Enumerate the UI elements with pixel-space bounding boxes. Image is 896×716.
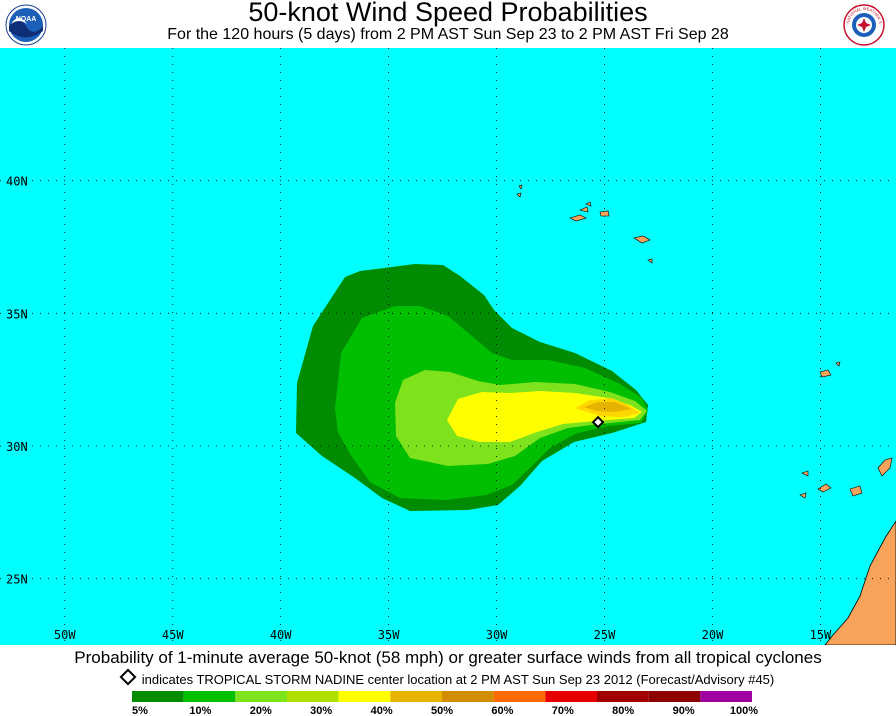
legend-label: 70%	[552, 705, 574, 716]
latitude-label: 35N	[6, 307, 28, 321]
probability-legend: 5% 10% 20% 30% 40% 50% 60% 70% 80% 90% 100%	[132, 691, 758, 716]
legend-label: 5%	[132, 705, 148, 716]
longitude-label: 15W	[810, 628, 832, 642]
canary-island	[801, 470, 809, 477]
legend-swatch	[700, 691, 752, 702]
legend-swatch	[132, 691, 184, 702]
canary-island	[849, 485, 863, 497]
azores-island	[579, 206, 589, 213]
legend-swatch	[648, 691, 701, 702]
storm-diamond-icon	[119, 668, 137, 686]
canary-island	[799, 492, 807, 499]
canary-island	[877, 457, 893, 477]
probability-contours	[296, 264, 648, 511]
longitude-label: 35W	[378, 628, 400, 642]
noaa-logo-text: NOAA	[16, 16, 37, 23]
caption-description: Probability of 1-minute average 50-knot …	[74, 648, 822, 667]
map-title: 50-knot Wind Speed Probabilities	[248, 0, 648, 27]
contour-50-percent	[584, 402, 632, 412]
longitude-label: 50W	[54, 628, 76, 642]
madeira-island	[835, 361, 841, 367]
legend-label: 40%	[371, 705, 393, 716]
canary-island	[817, 483, 832, 493]
azores-island	[647, 258, 653, 264]
caption-storm-note: indicates TROPICAL STORM NADINE center l…	[0, 668, 896, 688]
map-subtitle: For the 120 hours (5 days) from 2 PM AST…	[167, 26, 729, 43]
legend-swatch	[235, 691, 287, 702]
longitude-labels: 50W 45W 40W 35W 30W 25W 20W 15W	[54, 628, 832, 642]
longitude-label: 40W	[270, 628, 292, 642]
azores-island	[599, 210, 610, 217]
azores-island	[585, 201, 592, 207]
azores-island	[633, 235, 651, 244]
storm-center-marker	[591, 415, 605, 429]
legend-label: 10%	[189, 705, 211, 716]
noaa-logo-icon: NOAA	[5, 4, 47, 46]
legend-swatch	[493, 691, 546, 702]
nws-logo-icon: NATIONAL WEATHER SERVICE	[843, 4, 885, 46]
africa-coast	[824, 520, 896, 645]
legend-label: 50%	[431, 705, 453, 716]
longitude-label: 25W	[594, 628, 616, 642]
lat-lon-grid	[0, 48, 896, 645]
caption-storm-text: indicates TROPICAL STORM NADINE center l…	[141, 672, 775, 687]
latitude-label: 40N	[6, 175, 28, 189]
latitude-label: 30N	[6, 440, 28, 454]
legend-label: 100%	[730, 705, 758, 716]
legend-label: 30%	[310, 705, 332, 716]
legend-swatch	[442, 691, 494, 702]
legend-label: 90%	[673, 705, 695, 716]
legend-swatch	[597, 691, 649, 702]
longitude-label: 45W	[162, 628, 184, 642]
land-areas	[516, 184, 896, 645]
legend-swatch	[338, 691, 391, 702]
longitude-label: 20W	[702, 628, 724, 642]
azores-island	[516, 192, 522, 198]
probability-map: 40N 35N 30N 25N 50W 45W 40W 35W 30W 25W 20W 15W	[0, 48, 896, 645]
azores-island	[569, 214, 587, 222]
legend-swatch	[545, 691, 597, 702]
legend-swatch	[390, 691, 442, 702]
legend-swatch	[287, 691, 339, 702]
legend-label: 80%	[612, 705, 634, 716]
legend-label: 60%	[491, 705, 513, 716]
madeira-island	[819, 369, 832, 378]
longitude-label: 30W	[486, 628, 508, 642]
latitude-labels: 40N 35N 30N 25N	[6, 175, 28, 587]
azores-island	[518, 184, 523, 190]
latitude-label: 25N	[6, 573, 28, 587]
legend-label: 20%	[250, 705, 272, 716]
legend-swatch	[183, 691, 236, 702]
